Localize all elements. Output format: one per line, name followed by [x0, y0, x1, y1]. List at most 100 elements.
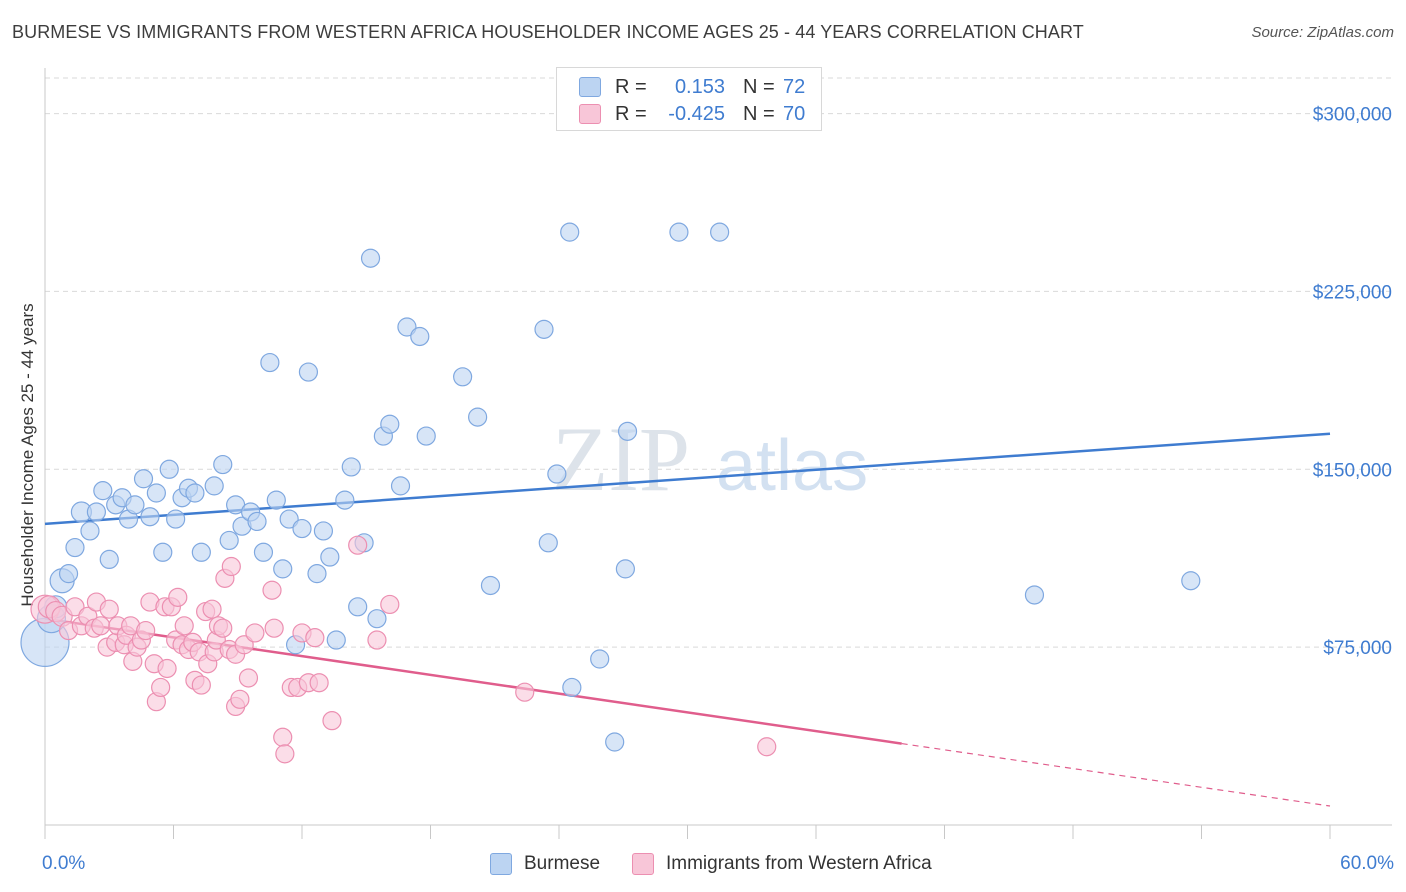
bottom-legend-label: Immigrants from Western Africa	[666, 853, 932, 874]
legend-n-key: N =	[743, 75, 775, 98]
data-point-western-africa	[275, 744, 295, 764]
data-point-burmese	[341, 457, 361, 477]
y-tick-label: $225,000	[1313, 282, 1392, 303]
data-point-western-africa	[230, 689, 250, 709]
data-point-burmese	[140, 507, 160, 527]
data-point-western-africa	[168, 587, 188, 607]
data-point-western-africa	[65, 597, 85, 617]
data-point-western-africa	[234, 635, 254, 655]
data-point-western-africa	[273, 727, 293, 747]
data-point-western-africa	[305, 628, 325, 648]
data-point-burmese	[65, 537, 85, 558]
data-point-burmese	[279, 509, 299, 529]
data-point-western-africa	[151, 677, 171, 698]
data-point-western-africa	[322, 711, 342, 731]
data-point-burmese	[348, 597, 368, 617]
data-point-burmese	[253, 542, 274, 562]
data-point-burmese	[560, 222, 580, 242]
data-point-burmese	[547, 464, 567, 484]
watermark-zip: ZIP	[552, 408, 690, 510]
legend-n-value: 70	[783, 102, 806, 125]
bottom-legend-western-africa: Immigrants from Western Africa	[632, 852, 932, 876]
data-point-burmese	[298, 362, 319, 382]
x-tick-label-min: 0.0%	[42, 853, 85, 874]
data-point-burmese	[367, 609, 387, 629]
data-point-burmese	[204, 476, 224, 496]
data-point-western-africa	[238, 668, 259, 688]
data-point-burmese	[320, 547, 340, 567]
y-tick-label: $150,000	[1313, 460, 1392, 481]
correlation-legend: R = 0.153 N = 72 R = -0.425 N = 70	[556, 67, 822, 131]
data-point-western-africa	[91, 616, 111, 636]
data-point-burmese	[273, 559, 293, 579]
data-point-burmese	[453, 367, 473, 387]
data-point-burmese	[133, 469, 154, 489]
data-point-burmese	[468, 407, 488, 427]
bottom-legend-swatch-pink	[632, 853, 654, 875]
data-point-western-africa	[213, 618, 233, 638]
data-point-burmese	[313, 521, 334, 541]
data-point-burmese	[710, 222, 730, 242]
data-point-burmese	[80, 521, 100, 541]
data-point-western-africa	[262, 580, 282, 600]
data-point-burmese	[605, 732, 625, 752]
data-point-western-africa	[136, 620, 156, 641]
data-point-burmese	[260, 352, 280, 373]
watermark: ZIP atlas	[552, 408, 868, 510]
data-point-western-africa	[174, 616, 194, 636]
data-point-western-africa	[348, 535, 368, 555]
data-point-burmese	[99, 549, 119, 570]
data-point-burmese	[247, 511, 267, 532]
data-point-burmese	[390, 476, 411, 496]
data-point-burmese	[1024, 585, 1045, 605]
data-point-western-africa	[380, 594, 400, 615]
data-point-burmese	[480, 575, 501, 596]
data-point-western-africa	[515, 682, 535, 702]
legend-r-key: R =	[615, 75, 647, 98]
source-label: Source: ZipAtlas.com	[1251, 24, 1394, 41]
data-point-burmese	[125, 495, 145, 515]
legend-row-burmese: R = 0.153 N = 72	[579, 74, 805, 100]
watermark-atlas: atlas	[716, 426, 868, 506]
data-point-western-africa	[202, 599, 222, 619]
y-tick-label: $75,000	[1323, 638, 1392, 659]
data-point-burmese	[1181, 571, 1201, 591]
bottom-legend-swatch-blue	[490, 853, 512, 875]
data-point-burmese	[153, 542, 173, 562]
legend-n-value: 72	[783, 75, 806, 98]
grid-layer	[45, 77, 1392, 648]
bottom-legend-label: Burmese	[524, 853, 601, 874]
chart-title: BURMESE VS IMMIGRANTS FROM WESTERN AFRIC…	[12, 22, 1084, 42]
data-point-western-africa	[221, 556, 241, 577]
legend-r-value: 0.153	[674, 75, 725, 98]
data-point-western-africa	[99, 599, 119, 619]
data-point-burmese	[534, 319, 554, 339]
label-layer: $75,000 $150,000 $225,000 $300,000 0.0% 60.0%	[42, 105, 1394, 874]
data-point-burmese	[617, 421, 638, 441]
data-point-burmese	[213, 454, 233, 475]
data-point-burmese	[410, 326, 430, 347]
points-layer	[20, 222, 1201, 764]
data-point-burmese	[159, 459, 179, 479]
legend-swatch-blue	[579, 77, 601, 97]
data-point-burmese	[191, 542, 211, 562]
data-point-western-africa	[367, 630, 387, 650]
x-tick-label-max: 60.0%	[1340, 853, 1394, 874]
legend-swatch-pink	[579, 104, 601, 124]
data-point-burmese	[93, 481, 113, 501]
data-point-western-africa	[264, 618, 284, 638]
data-point-burmese	[86, 502, 107, 522]
data-point-burmese	[266, 490, 286, 510]
data-point-burmese	[416, 426, 436, 446]
legend-r-key: R =	[615, 102, 647, 125]
legend-row-western-africa: R = -0.425 N = 70	[579, 101, 805, 127]
data-point-burmese	[146, 483, 166, 503]
data-point-western-africa	[191, 675, 211, 695]
data-point-burmese	[166, 509, 186, 529]
data-point-burmese	[397, 317, 417, 337]
y-tick-label: $300,000	[1313, 105, 1392, 126]
bottom-legend-burmese: Burmese	[490, 852, 600, 876]
data-point-burmese	[590, 649, 610, 669]
data-point-burmese	[380, 414, 400, 434]
data-point-western-africa	[757, 737, 777, 757]
